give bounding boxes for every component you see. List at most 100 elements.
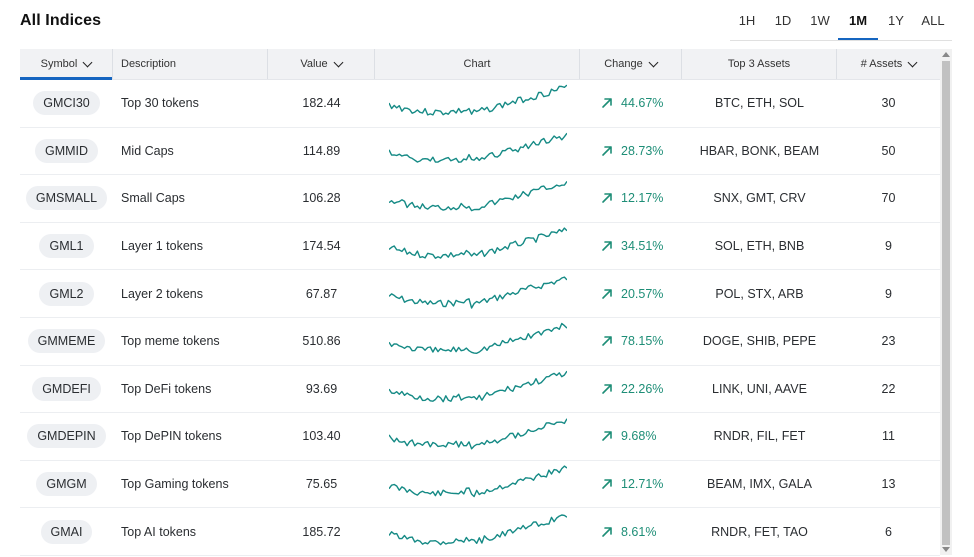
change-cell: 12.17% xyxy=(580,175,682,222)
top-assets-cell: HBAR, BONK, BEAM xyxy=(699,143,820,158)
description-cell: Small Caps xyxy=(121,191,185,206)
symbol-badge: GMDEFI xyxy=(32,376,101,401)
sparkline-line xyxy=(388,370,567,403)
scrollbar-thumb[interactable] xyxy=(942,61,950,545)
change-cell: 22.26% xyxy=(580,366,682,413)
change-value: 12.17% xyxy=(621,191,664,206)
column-header-symbol[interactable]: Symbol xyxy=(20,49,113,80)
value-cell: 93.69 xyxy=(305,381,338,396)
table-row[interactable]: GMDEFI Top DeFi tokens 93.69 22.26% LINK, UN… xyxy=(20,366,940,414)
scroll-down-arrow-icon[interactable] xyxy=(942,547,950,552)
change-cell: 44.67% xyxy=(580,80,682,127)
sparkline-chart xyxy=(388,181,567,212)
chevron-down-icon xyxy=(333,57,344,67)
table-header: Symbol Description Value Chart Change To… xyxy=(20,49,940,80)
table-row[interactable]: GMAI Top AI tokens 185.72 8.61% RNDR, FET, T… xyxy=(20,508,940,556)
range-tab-1d[interactable]: 1D xyxy=(774,12,792,28)
assets-count-cell: 22 xyxy=(881,381,896,396)
value-cell: 103.40 xyxy=(302,429,341,444)
page-title: All Indices xyxy=(20,12,102,29)
top-assets-cell: LINK, UNI, AAVE xyxy=(712,381,807,396)
range-tab-1y[interactable]: 1Y xyxy=(888,12,904,28)
column-label-assets: # Assets xyxy=(860,58,903,70)
change-value: 34.51% xyxy=(621,239,664,254)
column-label-chart: Chart xyxy=(463,58,491,70)
sparkline-cell xyxy=(375,175,580,222)
assets-count-cell: 70 xyxy=(881,191,896,206)
column-header-value[interactable]: Value xyxy=(268,49,375,79)
symbol-badge: GMGM xyxy=(36,472,97,497)
top-assets-cell: BEAM, IMX, GALA xyxy=(707,477,812,492)
sparkline-cell xyxy=(375,223,580,270)
sparkline-chart xyxy=(388,132,567,163)
symbol-cell: GMGM xyxy=(20,461,113,508)
symbol-badge: GMDEPIN xyxy=(27,424,106,449)
tabs-divider xyxy=(730,40,952,41)
change-cell: 34.51% xyxy=(580,223,682,270)
table-row[interactable]: GML1 Layer 1 tokens 174.54 34.51% SOL, ETH, … xyxy=(20,223,940,271)
value-cell: 67.87 xyxy=(305,286,338,301)
sparkline-cell xyxy=(375,318,580,365)
sparkline-line xyxy=(388,323,567,355)
arrow-up-right-icon xyxy=(602,336,612,347)
column-label-change: Change xyxy=(604,58,643,70)
arrow-up-right-icon xyxy=(602,146,612,156)
description-cell: Top AI tokens xyxy=(121,524,197,539)
table-body: GMCI30 Top 30 tokens 182.44 44.67% BTC, ETH,… xyxy=(20,80,940,556)
column-label-top-assets: Top 3 Assets xyxy=(727,58,791,70)
range-tab-1h[interactable]: 1H xyxy=(738,12,756,28)
change-value: 28.73% xyxy=(621,143,664,158)
symbol-cell: GMMID xyxy=(20,128,113,175)
sparkline-line xyxy=(388,181,567,212)
scroll-up-arrow-icon[interactable] xyxy=(942,52,950,57)
table-row[interactable]: GML2 Layer 2 tokens 67.87 20.57% POL, STX, A… xyxy=(20,270,940,318)
range-tab-1w[interactable]: 1W xyxy=(810,12,830,28)
chevron-down-icon xyxy=(907,57,918,67)
table-row[interactable]: GMSMALL Small Caps 106.28 12.17% SNX, GMT, C… xyxy=(20,175,940,223)
table-row[interactable]: GMCI30 Top 30 tokens 182.44 44.67% BTC, ETH,… xyxy=(20,80,940,128)
change-cell: 12.71% xyxy=(580,461,682,508)
sparkline-line xyxy=(388,132,567,163)
assets-count-cell: 11 xyxy=(882,429,895,444)
arrow-up-right-icon xyxy=(602,384,612,394)
sparkline-cell xyxy=(375,413,580,460)
range-tab-1m[interactable]: 1M xyxy=(838,0,878,40)
change-value: 8.61% xyxy=(621,524,657,539)
change-cell: 20.57% xyxy=(580,270,682,317)
column-label-symbol: Symbol xyxy=(40,58,78,70)
description-cell: Top DeFi tokens xyxy=(121,381,212,396)
sparkline-line xyxy=(388,418,567,450)
column-header-assets[interactable]: # Assets xyxy=(837,49,940,79)
table-row[interactable]: GMMEME Top meme tokens 510.86 78.15% DOGE, S… xyxy=(20,318,940,366)
vertical-scrollbar[interactable] xyxy=(940,49,952,555)
symbol-badge: GMMEME xyxy=(27,329,106,354)
symbol-badge: GML1 xyxy=(39,234,94,259)
arrow-up-right-icon xyxy=(602,241,612,251)
description-cell: Top Gaming tokens xyxy=(121,477,229,492)
range-tab-all[interactable]: ALL xyxy=(921,12,945,28)
table-row[interactable]: GMMID Mid Caps 114.89 28.73% HBAR, BONK, BEA… xyxy=(20,128,940,176)
sparkline-chart xyxy=(388,513,567,545)
sparkline-chart xyxy=(388,276,567,309)
arrow-up-right-icon xyxy=(602,288,612,299)
table-row[interactable]: GMDEPIN Top DePIN tokens 103.40 9.68% RNDR, … xyxy=(20,413,940,461)
sparkline-cell xyxy=(375,270,580,317)
assets-count-cell: 6 xyxy=(885,524,892,539)
column-label-value: Value xyxy=(300,58,328,70)
sparkline-line xyxy=(388,84,567,116)
value-cell: 114.89 xyxy=(302,143,341,158)
arrow-up-right-icon xyxy=(602,431,612,442)
arrow-up-right-icon xyxy=(602,526,612,537)
column-header-change[interactable]: Change xyxy=(580,49,682,79)
table-row[interactable]: GMGM Top Gaming tokens 75.65 12.71% BEAM, IM… xyxy=(20,461,940,509)
column-header-chart: Chart xyxy=(375,49,580,79)
sparkline-line xyxy=(388,276,567,309)
symbol-cell: GMDEPIN xyxy=(20,413,113,460)
assets-count-cell: 13 xyxy=(881,477,896,492)
top-assets-cell: SNX, GMT, CRV xyxy=(713,191,806,206)
sparkline-chart xyxy=(388,227,567,259)
sparkline-cell xyxy=(375,461,580,508)
description-cell: Layer 1 tokens xyxy=(121,239,203,254)
sparkline-cell xyxy=(375,80,580,127)
chevron-down-icon xyxy=(648,57,659,67)
